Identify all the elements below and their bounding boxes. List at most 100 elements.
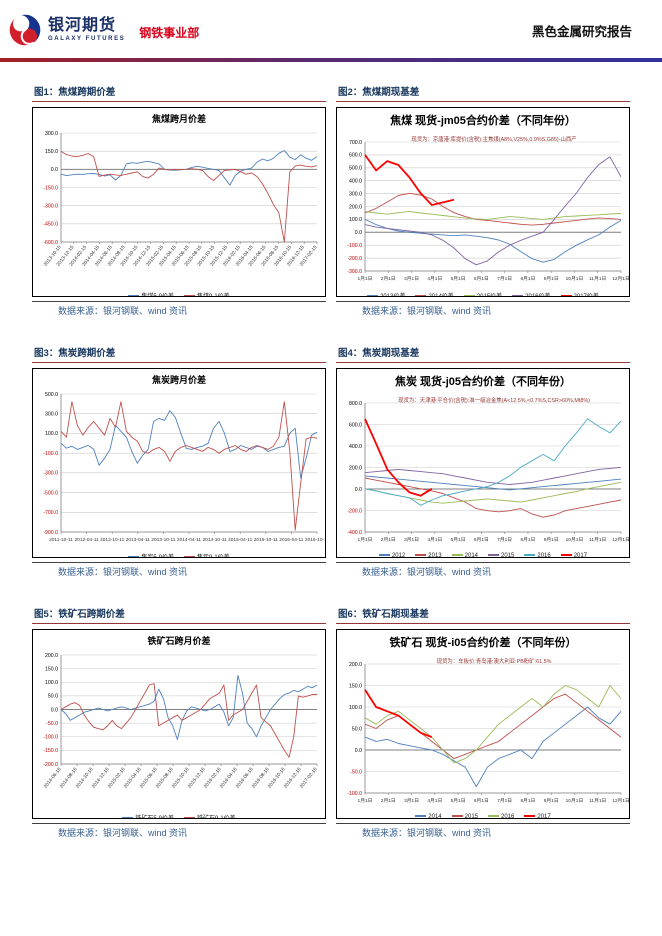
chart-title: 焦煤跨月价差 xyxy=(151,114,206,124)
svg-text:2012-10-11: 2012-10-11 xyxy=(100,537,125,543)
chart-coking-coal-basis: 焦煤 现货-jm05合约价差（不同年份） 现货为：京唐港:库提价(含税):主焦煤(… xyxy=(336,107,630,297)
svg-text:0.0: 0.0 xyxy=(51,167,58,173)
svg-text:-600.0: -600.0 xyxy=(43,240,58,246)
svg-text:12月1日: 12月1日 xyxy=(612,537,629,543)
svg-text:6月1日: 6月1日 xyxy=(474,537,489,543)
legend-item: 2017 xyxy=(560,553,587,557)
figure-caption: 图5：铁矿石跨期价差 xyxy=(32,606,326,624)
svg-text:-200.0: -200.0 xyxy=(347,508,362,514)
svg-text:150.0: 150.0 xyxy=(45,149,58,155)
chart-title: 铁矿石跨月价差 xyxy=(147,636,211,646)
svg-text:-100.0: -100.0 xyxy=(347,243,362,249)
svg-text:500.0: 500.0 xyxy=(349,166,362,172)
division-label: 钢铁事业部 xyxy=(139,25,200,40)
legend-item: 2012 xyxy=(378,553,405,557)
svg-text:300.0: 300.0 xyxy=(349,191,362,197)
svg-text:800.0: 800.0 xyxy=(349,401,362,407)
galaxy-futures-logo-icon xyxy=(9,14,41,46)
legend-item: 焦煤9-1价差 xyxy=(184,291,230,296)
figure-panel-6: 图6：铁矿石期现基差 铁矿石 现货-i05合约价差（不同年份） 现货为：车板价:青… xyxy=(336,606,630,839)
figure-panel-2: 图2：焦煤期现基差 焦煤 现货-jm05合约价差（不同年份） 现货为：京唐港:库提… xyxy=(336,84,630,317)
svg-text:200.0: 200.0 xyxy=(349,465,362,471)
svg-text:4月1日: 4月1日 xyxy=(427,276,442,282)
svg-text:2月1日: 2月1日 xyxy=(381,537,396,543)
chart-legend: 2014 2015 2016 2017 xyxy=(337,811,629,818)
legend-item: 2017 xyxy=(524,814,551,818)
svg-text:12月1日: 12月1日 xyxy=(612,276,629,282)
figure-panel-3: 图3：焦炭跨期价差 焦炭跨月价差 500.0 300.0 100.0 -100.0 -30… xyxy=(32,345,326,578)
svg-text:8月1日: 8月1日 xyxy=(520,537,535,543)
svg-text:8月1日: 8月1日 xyxy=(520,276,535,282)
legend-item: 2014 xyxy=(451,553,478,557)
brand-name: 银河期货 xyxy=(48,17,117,34)
legend-item: 铁矿石9-1价差 xyxy=(184,813,236,818)
chart-subtitle: 现货为：天津港:平仓价(含税):准一级冶金焦(A<12.5%,<0.7%S,CS… xyxy=(398,398,590,404)
svg-text:2015-10-11: 2015-10-11 xyxy=(254,537,279,543)
svg-text:600.0: 600.0 xyxy=(349,422,362,428)
svg-text:6月1日: 6月1日 xyxy=(474,276,489,282)
svg-text:5月1日: 5月1日 xyxy=(451,798,466,804)
figure-caption: 图2：焦煤期现基差 xyxy=(336,84,630,102)
data-source-note: 数据来源：银河钢联、wind 资讯 xyxy=(32,823,326,839)
svg-text:2014-04-11: 2014-04-11 xyxy=(177,537,202,543)
svg-text:-150.0: -150.0 xyxy=(43,748,58,754)
legend-item: 2015价差 xyxy=(463,291,502,296)
svg-text:2016-04-11: 2016-04-11 xyxy=(279,537,304,543)
svg-text:-50.0: -50.0 xyxy=(350,769,362,775)
svg-text:3月1日: 3月1日 xyxy=(404,537,419,543)
svg-text:100.0: 100.0 xyxy=(45,431,58,437)
chart-subtitle: 现货为：京唐港:库提价(含税):主焦煤(A8%,V25%,0.9%S,G85)-… xyxy=(411,137,577,143)
svg-text:1月1日: 1月1日 xyxy=(358,798,373,804)
svg-text:2月1日: 2月1日 xyxy=(381,798,396,804)
svg-text:12月1日: 12月1日 xyxy=(612,798,629,804)
svg-text:10月1日: 10月1日 xyxy=(566,798,584,804)
chart-legend: 焦煤5-9价差 焦煤9-1价差 xyxy=(33,289,325,296)
plot-area: 500.0 300.0 100.0 -100.0 -300.0 -500.0 -700.0 -… xyxy=(43,392,325,543)
svg-text:7月1日: 7月1日 xyxy=(497,276,512,282)
svg-text:2月1日: 2月1日 xyxy=(381,276,396,282)
svg-text:2013-10-11: 2013-10-11 xyxy=(151,537,176,543)
svg-text:2011-10-11: 2011-10-11 xyxy=(49,537,73,543)
svg-text:4月1日: 4月1日 xyxy=(427,798,442,804)
svg-text:-200.0: -200.0 xyxy=(347,256,362,262)
report-type-title: 黑色金属研究报告 xyxy=(531,24,632,39)
svg-text:2012-04-11: 2012-04-11 xyxy=(75,537,100,543)
chart-title: 焦煤 现货-jm05合约价差（不同年份） xyxy=(390,115,576,127)
chart-iron-ore-basis: 铁矿石 现货-i05合约价差（不同年份） 现货为：车板价:青岛港:澳大利亚:PB粉… xyxy=(336,629,630,819)
svg-text:-700.0: -700.0 xyxy=(43,510,58,516)
chart-title: 铁矿石 现货-i05合约价差（不同年份） xyxy=(389,637,577,649)
legend-item: 2017价差 xyxy=(560,291,599,296)
svg-text:3月1日: 3月1日 xyxy=(404,798,419,804)
svg-text:-50.0: -50.0 xyxy=(46,721,58,727)
svg-text:2014-10-11: 2014-10-11 xyxy=(203,537,228,543)
svg-text:7月1日: 7月1日 xyxy=(497,798,512,804)
svg-text:-300.0: -300.0 xyxy=(347,269,362,275)
figure-caption: 图6：铁矿石期现基差 xyxy=(336,606,630,624)
plot-area: 700.0 600.0 500.0 400.0 300.0 200.0 100.0 0.0 -1… xyxy=(347,140,629,282)
svg-text:1月1日: 1月1日 xyxy=(358,276,373,282)
legend-item: 焦炭9-1价差 xyxy=(184,552,230,557)
svg-text:3月1日: 3月1日 xyxy=(404,276,419,282)
svg-text:0.0: 0.0 xyxy=(355,230,362,236)
svg-text:-100.0: -100.0 xyxy=(347,791,362,797)
svg-text:-500.0: -500.0 xyxy=(43,490,58,496)
svg-text:-900.0: -900.0 xyxy=(43,530,58,536)
legend-item: 2013价差 xyxy=(367,291,405,296)
legend-item: 2014价差 xyxy=(415,291,454,296)
svg-text:-150.0: -150.0 xyxy=(43,185,58,191)
svg-text:11月1日: 11月1日 xyxy=(589,537,606,543)
figure-caption: 图4：焦炭期现基差 xyxy=(336,345,630,363)
svg-text:100.0: 100.0 xyxy=(349,705,362,711)
svg-text:100.0: 100.0 xyxy=(349,217,362,223)
chart-title: 焦炭 现货-j05合约价差（不同年份） xyxy=(394,376,571,388)
legend-item: 2013 xyxy=(415,553,442,557)
chart-subtitle: 现货为：车板价:青岛港:澳大利亚:PB粉矿:61.5% xyxy=(436,659,552,665)
data-source-note: 数据来源：银河钢联、wind 资讯 xyxy=(336,562,630,578)
svg-text:2016-10-11: 2016-10-11 xyxy=(305,537,325,543)
legend-item: 2014 xyxy=(415,814,442,818)
svg-text:300.0: 300.0 xyxy=(45,412,58,418)
svg-text:8月1日: 8月1日 xyxy=(520,798,535,804)
svg-text:600.0: 600.0 xyxy=(349,153,362,159)
figure-caption: 图3：焦炭跨期价差 xyxy=(32,345,326,363)
